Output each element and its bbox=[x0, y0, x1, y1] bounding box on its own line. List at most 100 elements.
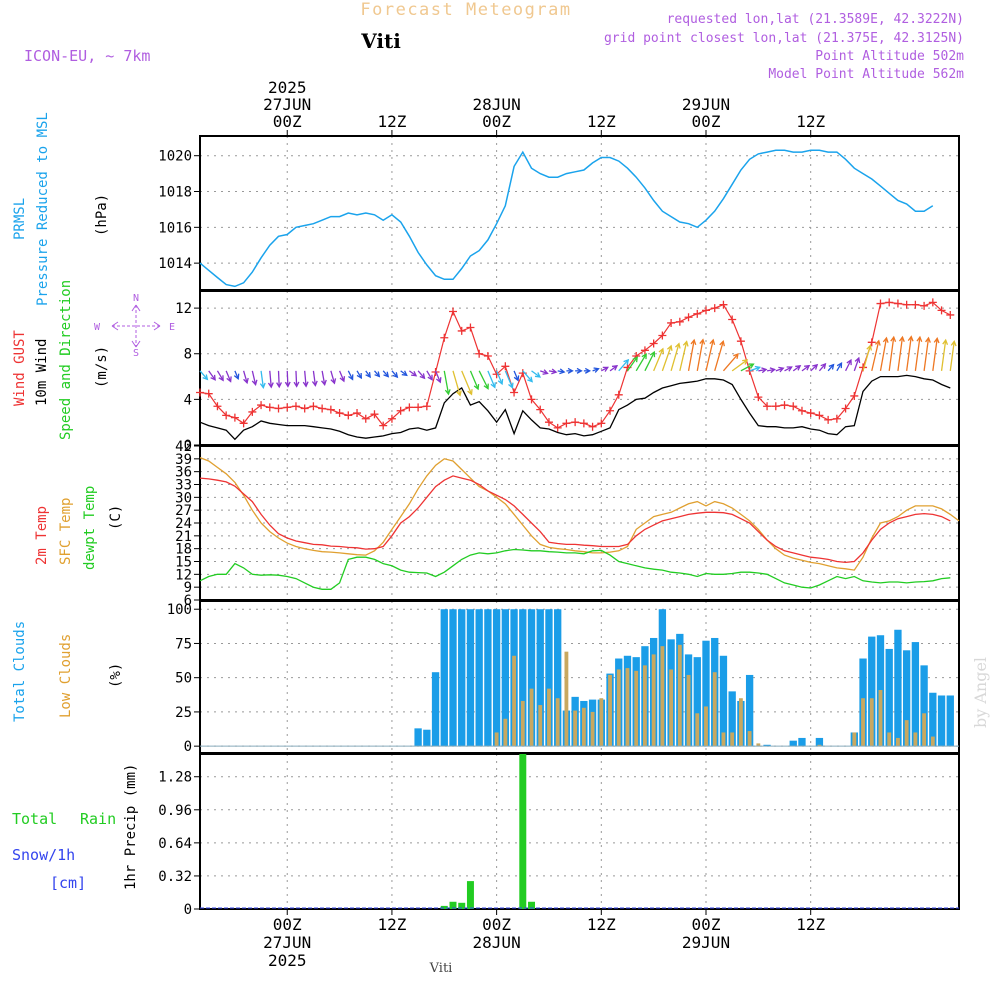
gust-marker bbox=[318, 404, 327, 413]
total-cloud-bar bbox=[501, 609, 510, 747]
wind-arrow-head bbox=[284, 381, 291, 388]
gust-marker bbox=[684, 313, 693, 322]
wind-arrow-head bbox=[925, 336, 931, 343]
gust-marker bbox=[763, 402, 772, 411]
y-tick-label: 18 bbox=[175, 542, 192, 558]
wind-arrow bbox=[687, 339, 695, 371]
gust-marker bbox=[309, 402, 318, 411]
y-tick-label: 1016 bbox=[158, 220, 192, 236]
total-cloud-bar bbox=[946, 695, 954, 747]
total-cloud-bar bbox=[763, 744, 771, 747]
wind-arrow bbox=[391, 370, 398, 378]
gust-marker bbox=[710, 304, 719, 313]
total-cloud-bar bbox=[414, 728, 422, 747]
gust-marker bbox=[702, 306, 710, 315]
wind-arrow-head bbox=[444, 389, 451, 396]
gust-marker bbox=[597, 419, 606, 428]
pressure-msl-label: Pressure Reduced to MSL bbox=[35, 112, 51, 306]
compass-n: N bbox=[133, 293, 139, 304]
wind-arrow-head bbox=[467, 389, 473, 396]
panel-4: 0 0.32 0.64 0.96 1.28 bbox=[158, 753, 960, 918]
wind-arrow bbox=[452, 370, 461, 396]
total-cloud-bar bbox=[466, 609, 475, 747]
low-cloud-bar bbox=[878, 690, 883, 747]
gust-marker bbox=[361, 414, 370, 423]
low-cloud-bar bbox=[669, 669, 674, 747]
wind-arrow bbox=[827, 364, 835, 372]
low-cloud-bar bbox=[564, 651, 569, 747]
precip-total-label: Total bbox=[12, 810, 57, 828]
low-cloud-bar bbox=[608, 674, 612, 747]
gust-marker bbox=[789, 402, 798, 411]
y-tick-label: 1014 bbox=[158, 256, 192, 272]
wind-arrow bbox=[635, 353, 647, 372]
wind-arrow bbox=[626, 356, 638, 372]
top-time-label: 29JUN bbox=[682, 95, 730, 114]
wind-arrow-head bbox=[302, 381, 309, 388]
low-cloud-bar bbox=[887, 732, 892, 747]
wind-arrow bbox=[199, 370, 208, 380]
wind-arrow-head bbox=[804, 364, 811, 371]
low-cloud-bar bbox=[721, 732, 726, 747]
panel-0: 1014 1016 1018 1020 bbox=[158, 135, 960, 291]
gust-marker bbox=[649, 339, 658, 348]
low-cloud-bar bbox=[599, 698, 604, 747]
wind-arrow bbox=[722, 353, 739, 372]
low-cloud-bar bbox=[677, 644, 682, 747]
wind-arrow bbox=[522, 370, 533, 383]
bottom-time-label: 27JUN bbox=[263, 933, 311, 952]
total-cloud-bar bbox=[449, 609, 457, 747]
wind-arrow-head bbox=[907, 335, 914, 342]
top-time-label: 27JUN bbox=[263, 95, 311, 114]
bottom-time-label: 12Z bbox=[796, 915, 825, 934]
wind-arrow-head bbox=[251, 379, 258, 386]
y-tick-label: 0.32 bbox=[158, 869, 192, 885]
gust-marker bbox=[248, 407, 257, 416]
wind-arrow-head bbox=[456, 390, 462, 397]
wind-arrow-head bbox=[882, 336, 889, 343]
wind-arrow-head bbox=[866, 344, 873, 351]
bottom-time-label: 00Z bbox=[482, 915, 511, 934]
wind-arrow-head bbox=[890, 335, 897, 342]
top-time-label: 12Z bbox=[377, 112, 406, 131]
low-cloud-bar bbox=[913, 732, 918, 747]
total-cloud-bar bbox=[702, 640, 710, 747]
wind-arrow bbox=[731, 359, 748, 372]
y-tick-label: 1.28 bbox=[158, 770, 192, 786]
wind-arrow bbox=[504, 370, 513, 388]
rain-bar bbox=[519, 754, 527, 909]
low-cloud-bar bbox=[852, 732, 857, 747]
y-tick-label: 0 bbox=[184, 438, 192, 454]
wind-arrow-head bbox=[786, 366, 793, 372]
wind-arrow-head bbox=[473, 384, 480, 391]
wind-arrow bbox=[286, 370, 289, 387]
wind-arrow-head bbox=[419, 373, 426, 380]
gust-marker bbox=[946, 310, 955, 319]
gust-marker bbox=[553, 423, 562, 432]
wind-arrow-head bbox=[551, 368, 558, 375]
gust-marker bbox=[867, 338, 876, 347]
wind-arrow-head bbox=[933, 337, 940, 344]
wind-arrow-head bbox=[435, 377, 442, 384]
total-cloud-bar bbox=[868, 636, 876, 747]
total-cloud-bar bbox=[431, 672, 440, 747]
location-name: Viti bbox=[360, 29, 401, 53]
gust-marker bbox=[562, 419, 571, 428]
panel-labels: PRMSL Pressure Reduced to MSL (hPa) Wind… bbox=[12, 112, 139, 892]
gust-marker bbox=[483, 352, 492, 361]
gust-marker bbox=[344, 411, 353, 420]
gust-marker bbox=[405, 403, 414, 412]
wind-arrow bbox=[653, 348, 664, 372]
gust-marker bbox=[440, 333, 449, 342]
wind-arrow-head bbox=[293, 381, 300, 388]
total-cloud-bar bbox=[484, 609, 492, 747]
low-cloud-bar bbox=[625, 668, 630, 747]
wind-arrow bbox=[338, 370, 345, 382]
wind-arrow bbox=[609, 365, 618, 372]
y-tick-label: 0.96 bbox=[158, 803, 192, 819]
wind-arrow bbox=[208, 370, 216, 381]
gust-marker bbox=[335, 409, 344, 418]
wind-arrow bbox=[443, 370, 450, 395]
y-tick-label: 4 bbox=[184, 392, 192, 408]
compass-e: E bbox=[169, 322, 175, 333]
